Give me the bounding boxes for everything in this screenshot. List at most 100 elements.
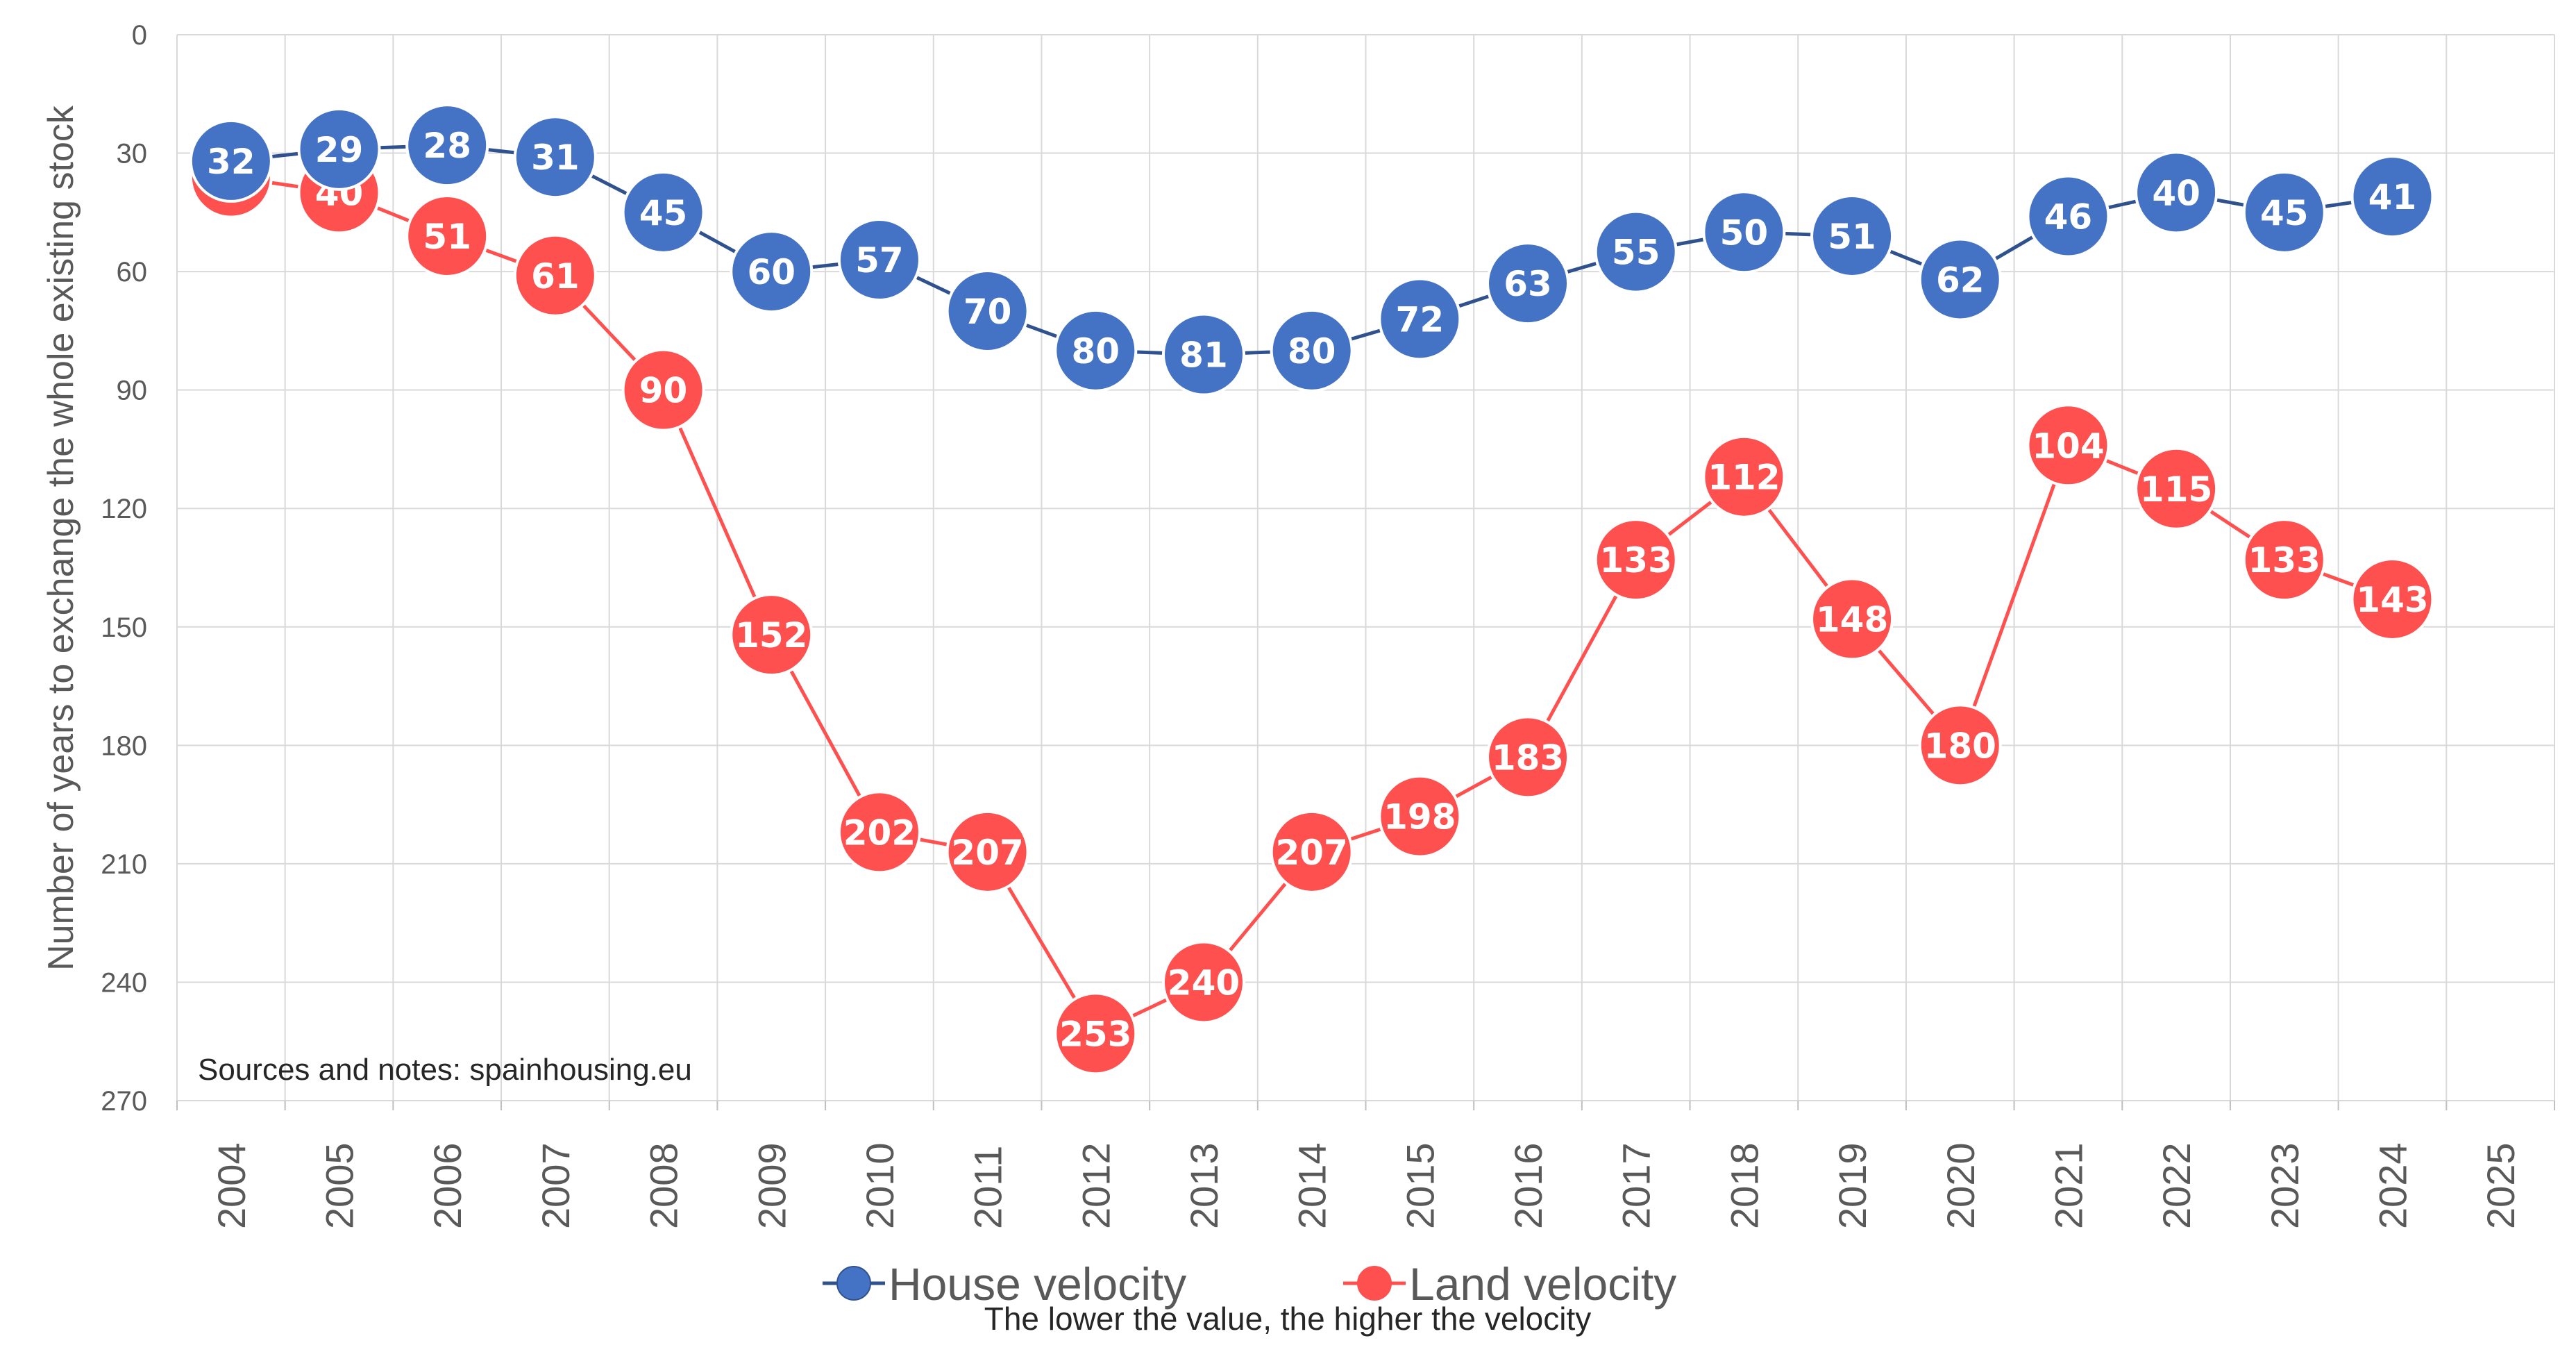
x-tick-label: 2024 (2371, 1142, 2414, 1229)
house-data-label: 45 (2260, 193, 2309, 233)
x-tick-label: 2004 (210, 1142, 253, 1229)
house-point (1486, 242, 1570, 326)
x-tick-label: 2015 (1398, 1142, 1442, 1229)
land-point (1486, 715, 1570, 799)
house-point (2350, 155, 2434, 239)
house-point (405, 103, 489, 187)
house-point (1270, 308, 1354, 392)
land-point (405, 194, 489, 278)
land-point (2350, 557, 2434, 641)
x-tick-label: 2023 (2263, 1142, 2307, 1229)
land-data-label: 183 (1492, 737, 1564, 778)
land-point (1918, 703, 2002, 787)
house-legend-label: House velocity (889, 1258, 1186, 1310)
house-point (837, 218, 921, 302)
land-point (1378, 774, 1462, 858)
x-tick-label: 2008 (642, 1142, 686, 1229)
y-axis-label: Number of years to exchange the whole ex… (41, 105, 81, 971)
land-point (1161, 940, 1245, 1024)
x-tick-label: 2021 (2046, 1142, 2090, 1229)
house-point (189, 119, 273, 203)
chart-subtitle: The lower the value, the higher the velo… (984, 1301, 1592, 1337)
land-data-label: 207 (951, 833, 1023, 873)
y-tick-label: 180 (101, 731, 147, 761)
x-tick-label: 2020 (1939, 1142, 1982, 1229)
house-data-label: 31 (531, 137, 580, 178)
x-tick-label: 2014 (1290, 1142, 1334, 1229)
house-legend-marker (836, 1266, 871, 1301)
land-point (2026, 403, 2110, 487)
house-data-label: 55 (1612, 233, 1660, 273)
x-tick-label: 2017 (1615, 1142, 1658, 1229)
x-tick-label: 2016 (1506, 1142, 1550, 1229)
land-point (1594, 518, 1678, 602)
land-data-label: 104 (2032, 426, 2104, 466)
x-tick-label: 2025 (2479, 1142, 2523, 1229)
land-point (730, 593, 814, 677)
land-point (1270, 810, 1354, 894)
legend: House velocity Land velocity (823, 1258, 1676, 1310)
land-data-label: 152 (735, 615, 807, 656)
series-group: 3640516190152202207253240207198183133112… (189, 103, 2434, 1076)
y-tick-label: 90 (117, 376, 148, 406)
land-data-label: 133 (2248, 540, 2321, 581)
x-tick-label: 2006 (426, 1142, 469, 1229)
house-point (1594, 210, 1678, 294)
land-data-label: 148 (1816, 599, 1888, 640)
x-tick-label: 2011 (966, 1146, 1010, 1229)
house-data-label: 72 (1396, 299, 1445, 340)
house-data-label: 80 (1288, 331, 1336, 372)
land-data-label: 112 (1708, 458, 1780, 498)
x-tick-label: 2007 (534, 1142, 578, 1229)
land-data-label: 133 (1600, 540, 1672, 581)
house-data-label: 81 (1179, 335, 1228, 376)
land-data-label: 207 (1275, 833, 1347, 873)
house-point (1810, 194, 1894, 278)
x-tick-label: 2010 (858, 1142, 902, 1229)
house-data-label: 29 (315, 130, 364, 170)
house-data-label: 57 (855, 240, 904, 281)
house-data-label: 46 (2044, 197, 2093, 237)
land-point (945, 810, 1029, 894)
house-data-label: 50 (1720, 212, 1769, 253)
x-tick-label: 2022 (2155, 1142, 2198, 1229)
land-data-label: 253 (1059, 1014, 1131, 1054)
land-data-label: 240 (1168, 962, 1240, 1003)
land-data-label: 198 (1383, 797, 1456, 837)
land-legend-label: Land velocity (1409, 1258, 1676, 1310)
land-data-label: 180 (1924, 726, 1996, 766)
house-point (297, 107, 381, 191)
house-point (1918, 237, 2002, 322)
land-point (1810, 577, 1894, 661)
house-data-label: 51 (1828, 217, 1876, 257)
land-legend-marker (1357, 1266, 1392, 1301)
house-data-label: 60 (747, 252, 795, 292)
house-point (1702, 190, 1786, 274)
grid-lines (176, 34, 2555, 1110)
y-tick-label: 240 (101, 967, 147, 998)
y-tick-label: 210 (101, 849, 147, 880)
x-tick-label: 2012 (1074, 1142, 1118, 1229)
house-point (1161, 312, 1245, 397)
house-data-label: 28 (423, 126, 471, 166)
house-data-label: 45 (639, 193, 688, 233)
land-point (1054, 992, 1138, 1076)
house-point (513, 115, 597, 199)
house-data-label: 70 (963, 292, 1012, 332)
land-point (2242, 518, 2326, 602)
house-point (730, 230, 814, 314)
y-tick-label: 30 (117, 139, 148, 169)
land-data-label: 143 (2356, 580, 2428, 620)
land-point (513, 233, 597, 317)
sources-note: Sources and notes: spainhousing.eu (198, 1053, 692, 1087)
house-point (2242, 170, 2326, 254)
x-tick-label: 2009 (750, 1142, 793, 1229)
land-data-label: 202 (843, 812, 916, 853)
y-axis-ticks: 0 30 60 90 120 150 180 210 240 270 (101, 20, 147, 1117)
house-data-label: 62 (1936, 260, 1985, 300)
land-data-label: 51 (423, 217, 471, 257)
land-point (2135, 447, 2219, 531)
x-axis-ticks: 2004 2005 2006 2007 2008 2009 2010 2011 2012 2013… (210, 1142, 2523, 1229)
house-point (2135, 151, 2219, 235)
